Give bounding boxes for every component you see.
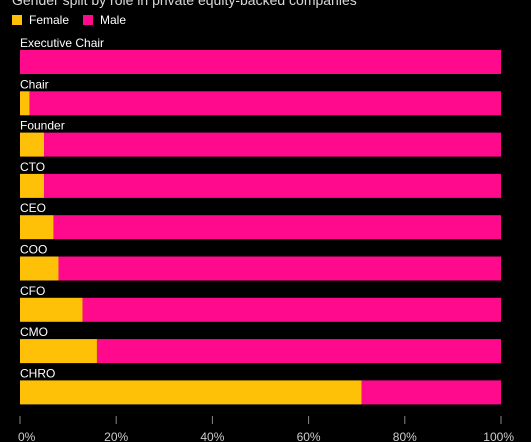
bar-female-cfo (20, 297, 83, 322)
bar-male-executive-chair (20, 50, 501, 74)
bar-female-coo (20, 256, 59, 281)
bar-male-chair (29, 91, 502, 116)
bar-male-founder (44, 132, 502, 157)
category-label-chro: CHRO (20, 366, 55, 380)
bar-female-founder (20, 132, 45, 157)
category-label-cmo: CMO (20, 325, 48, 339)
bar-male-cto (44, 173, 502, 198)
bar-male-chro (361, 380, 501, 405)
legend-label-male: Male (100, 13, 127, 27)
category-label-cfo: CFO (20, 284, 45, 298)
bar-female-cmo (20, 339, 97, 364)
bar-male-cmo (96, 339, 502, 364)
chart-legend: Female Male (12, 13, 140, 27)
x-tick-label-3: 60% (297, 430, 321, 442)
x-tick-label-2: 40% (200, 430, 224, 442)
category-label-coo: COO (20, 243, 47, 257)
bar-male-coo (58, 256, 501, 281)
legend-item-male: Male (83, 13, 126, 27)
legend-label-female: Female (29, 13, 70, 27)
category-label-ceo: CEO (20, 201, 46, 215)
x-tick-label-0: 0% (18, 430, 36, 442)
category-label-cto: CTO (20, 160, 45, 174)
bar-female-chro (20, 380, 362, 405)
category-label-founder: Founder (20, 119, 65, 133)
bar-female-chair (20, 91, 30, 116)
legend-swatch-female (12, 15, 22, 25)
bar-female-ceo (20, 215, 54, 240)
bar-male-ceo (53, 215, 502, 240)
legend-swatch-male (83, 15, 94, 25)
x-tick-label-5: 100% (483, 430, 514, 442)
bar-female-cto (20, 173, 45, 198)
legend-item-female: Female (12, 13, 69, 27)
bar-male-cfo (82, 297, 501, 322)
category-label-executive-chair: Executive Chair (20, 36, 104, 50)
x-tick-label-4: 80% (393, 430, 417, 442)
category-label-chair: Chair (20, 77, 49, 91)
chart-subtitle: Gender split by role in private equity-b… (12, 0, 357, 8)
x-tick-label-1: 20% (104, 430, 128, 442)
